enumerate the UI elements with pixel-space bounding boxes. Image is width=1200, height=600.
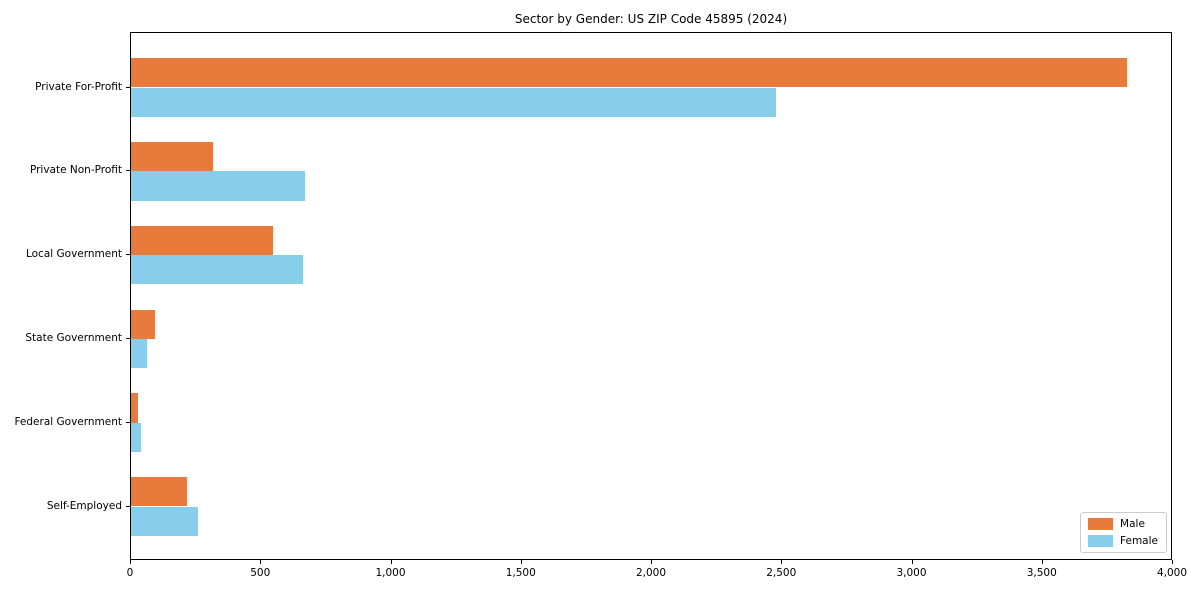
x-tick-label: 3,500 <box>1026 567 1057 579</box>
chart-title: Sector by Gender: US ZIP Code 45895 (202… <box>514 12 788 26</box>
bar-female-private-for-profit <box>131 87 776 117</box>
x-tick-label: 2,000 <box>635 567 667 579</box>
y-axis-tick <box>126 505 130 507</box>
x-tick-label: 1,500 <box>505 567 536 579</box>
bar-female-state-government <box>131 338 147 369</box>
x-tick-label: 4,000 <box>1156 567 1188 579</box>
x-axis-tick <box>1172 560 1173 564</box>
x-axis-tick <box>520 560 522 564</box>
x-tick-label: 500 <box>250 567 271 579</box>
legend-label: Female <box>1120 535 1158 547</box>
legend-swatch-female <box>1088 535 1114 547</box>
legend-entry-male: Male <box>1088 518 1158 530</box>
bar-male-private-for-profit <box>131 58 1128 88</box>
y-tick-label: Self-Employed <box>46 499 122 512</box>
x-tick-label: 3,000 <box>896 567 927 579</box>
bar-female-federal-government <box>131 422 142 452</box>
legend-swatch-male <box>1088 518 1114 530</box>
plot-area: Male Female <box>130 32 1172 560</box>
bar-female-private-non-profit <box>131 171 305 201</box>
y-axis-tick <box>126 170 130 172</box>
x-tick-label: 2,500 <box>766 567 797 579</box>
bar-male-state-government <box>131 309 155 339</box>
bar-female-self-employed <box>131 506 199 536</box>
y-axis-tick <box>126 86 130 88</box>
bar-male-private-non-profit <box>131 142 213 172</box>
x-axis-tick <box>911 560 913 564</box>
bar-male-local-government <box>131 225 273 256</box>
y-tick-label: State Government <box>25 331 122 344</box>
x-axis-tick <box>130 560 131 564</box>
x-axis-tick <box>781 560 783 564</box>
x-axis-tick <box>260 560 262 564</box>
y-axis-tick <box>126 337 130 339</box>
x-axis-tick <box>390 560 392 564</box>
y-tick-label: Local Government <box>25 248 122 261</box>
legend-label: Male <box>1120 518 1145 530</box>
bar-male-self-employed <box>131 477 188 507</box>
legend: Male Female <box>1080 512 1167 553</box>
y-tick-label: Federal Government <box>14 415 122 428</box>
bar-male-federal-government <box>131 393 139 423</box>
x-tick-label: 0 <box>126 567 134 579</box>
y-tick-label: Private For-Profit <box>35 80 122 93</box>
y-tick-label: Private Non-Profit <box>29 164 122 177</box>
y-axis-tick <box>126 421 130 423</box>
y-axis-tick <box>126 254 130 256</box>
x-tick-label: 1,000 <box>375 567 406 579</box>
x-axis-tick <box>651 560 652 564</box>
x-axis-tick <box>1041 560 1043 564</box>
legend-entry-female: Female <box>1088 535 1158 547</box>
bar-female-local-government <box>131 255 303 285</box>
